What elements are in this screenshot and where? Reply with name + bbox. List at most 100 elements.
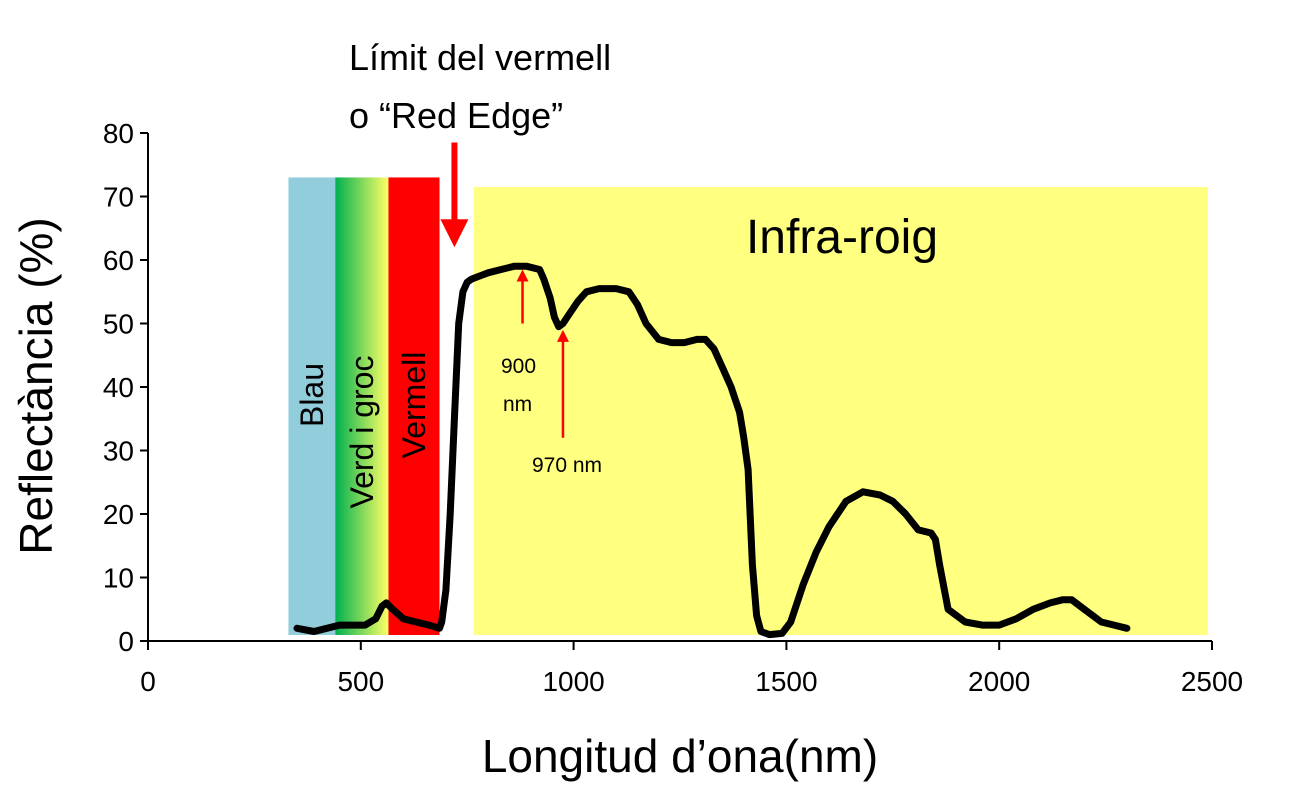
data-point <box>551 314 557 320</box>
data-point <box>1081 606 1087 612</box>
annotation-red-edge-line2: o “Red Edge” <box>349 95 563 136</box>
data-point <box>1047 600 1053 606</box>
data-point <box>511 263 517 269</box>
data-point <box>694 336 700 342</box>
data-point <box>826 524 832 530</box>
data-point <box>890 498 896 504</box>
data-point <box>460 289 466 295</box>
marker-arrow-head <box>556 329 569 342</box>
data-point <box>1030 606 1036 612</box>
band-infra-roig <box>473 186 1208 635</box>
data-point <box>937 562 943 568</box>
marker-arrow-head <box>516 269 529 282</box>
y-tick-label: 60 <box>103 245 134 276</box>
data-point <box>813 549 819 555</box>
data-point <box>311 629 317 634</box>
data-point <box>498 267 504 272</box>
data-point <box>556 324 562 330</box>
data-point <box>537 267 543 272</box>
annotation-970: 970 nm <box>532 454 602 477</box>
data-point <box>745 467 751 472</box>
data-point <box>945 606 951 612</box>
data-point <box>1069 597 1075 603</box>
data-point <box>583 289 589 295</box>
data-point <box>349 622 355 628</box>
data-point <box>324 625 330 631</box>
data-point <box>1111 622 1117 628</box>
annotation-900-line2: nm <box>503 393 532 416</box>
data-point <box>447 511 453 517</box>
band-vermell <box>388 177 440 635</box>
x-axis-title: Longitud d’ona(nm) <box>482 730 878 782</box>
data-point <box>962 619 968 625</box>
data-point <box>1098 619 1104 625</box>
data-point <box>860 489 866 495</box>
data-point <box>566 311 572 317</box>
annotation-900-line1: 900 <box>501 355 536 378</box>
data-point <box>877 492 883 498</box>
data-point <box>469 276 474 282</box>
data-point <box>1060 597 1066 603</box>
annotation-red-edge-line1: Límit del vermell <box>349 37 611 78</box>
data-point <box>779 630 785 636</box>
data-point <box>294 625 300 631</box>
data-point <box>754 613 760 619</box>
data-point <box>788 619 794 625</box>
band-label-vermell: Vermell <box>396 352 432 459</box>
data-point <box>443 587 449 593</box>
data-point <box>928 530 934 536</box>
data-point <box>656 336 662 342</box>
y-tick-label: 0 <box>118 626 134 657</box>
band-blau <box>288 177 336 635</box>
data-point <box>413 619 419 625</box>
data-point <box>547 295 553 301</box>
data-point <box>596 286 602 292</box>
x-tick-label: 1500 <box>755 666 817 697</box>
data-point <box>477 273 483 279</box>
data-point <box>1013 616 1019 622</box>
data-point <box>843 498 849 504</box>
data-point <box>711 346 717 352</box>
data-point <box>456 321 462 326</box>
y-tick-label: 10 <box>103 563 134 594</box>
data-point <box>379 603 385 609</box>
x-tick-label: 2000 <box>968 666 1030 697</box>
y-tick-label: 70 <box>103 182 134 213</box>
y-tick-label: 20 <box>103 499 134 530</box>
data-point <box>1124 625 1130 631</box>
band-verd-i-groc <box>335 177 389 635</box>
data-point <box>541 276 547 282</box>
data-point <box>390 606 396 612</box>
data-point <box>451 416 457 422</box>
x-tick-label: 0 <box>140 666 156 697</box>
data-point <box>903 511 909 517</box>
band-label-infra-roig: Infra-roig <box>746 211 938 264</box>
data-point <box>800 581 806 587</box>
band-label-blau: Blau <box>294 363 330 427</box>
x-tick-label: 2500 <box>1181 666 1243 697</box>
data-point <box>737 409 743 415</box>
data-point <box>373 616 379 622</box>
spectral-bands: Blau Verd i groc Vermell Infra-roig <box>288 177 1208 635</box>
data-point <box>932 536 938 542</box>
data-point <box>524 263 530 269</box>
data-point <box>741 435 747 441</box>
data-point <box>626 289 632 295</box>
y-tick-label: 40 <box>103 372 134 403</box>
data-point <box>669 340 674 346</box>
y-tick-label: 30 <box>103 436 134 467</box>
annotations <box>440 142 569 438</box>
data-point <box>383 600 389 606</box>
data-point <box>915 527 921 533</box>
data-point <box>996 622 1002 628</box>
data-point <box>634 301 640 307</box>
data-point <box>439 619 445 625</box>
axes: 0 10 20 30 40 50 60 70 80 0 500 1000 1500 2000 2500 <box>103 118 1243 697</box>
data-point <box>613 286 619 292</box>
data-point <box>575 298 581 304</box>
data-point <box>362 622 368 628</box>
data-point <box>766 632 772 638</box>
data-point <box>979 622 985 628</box>
data-point <box>720 365 726 371</box>
